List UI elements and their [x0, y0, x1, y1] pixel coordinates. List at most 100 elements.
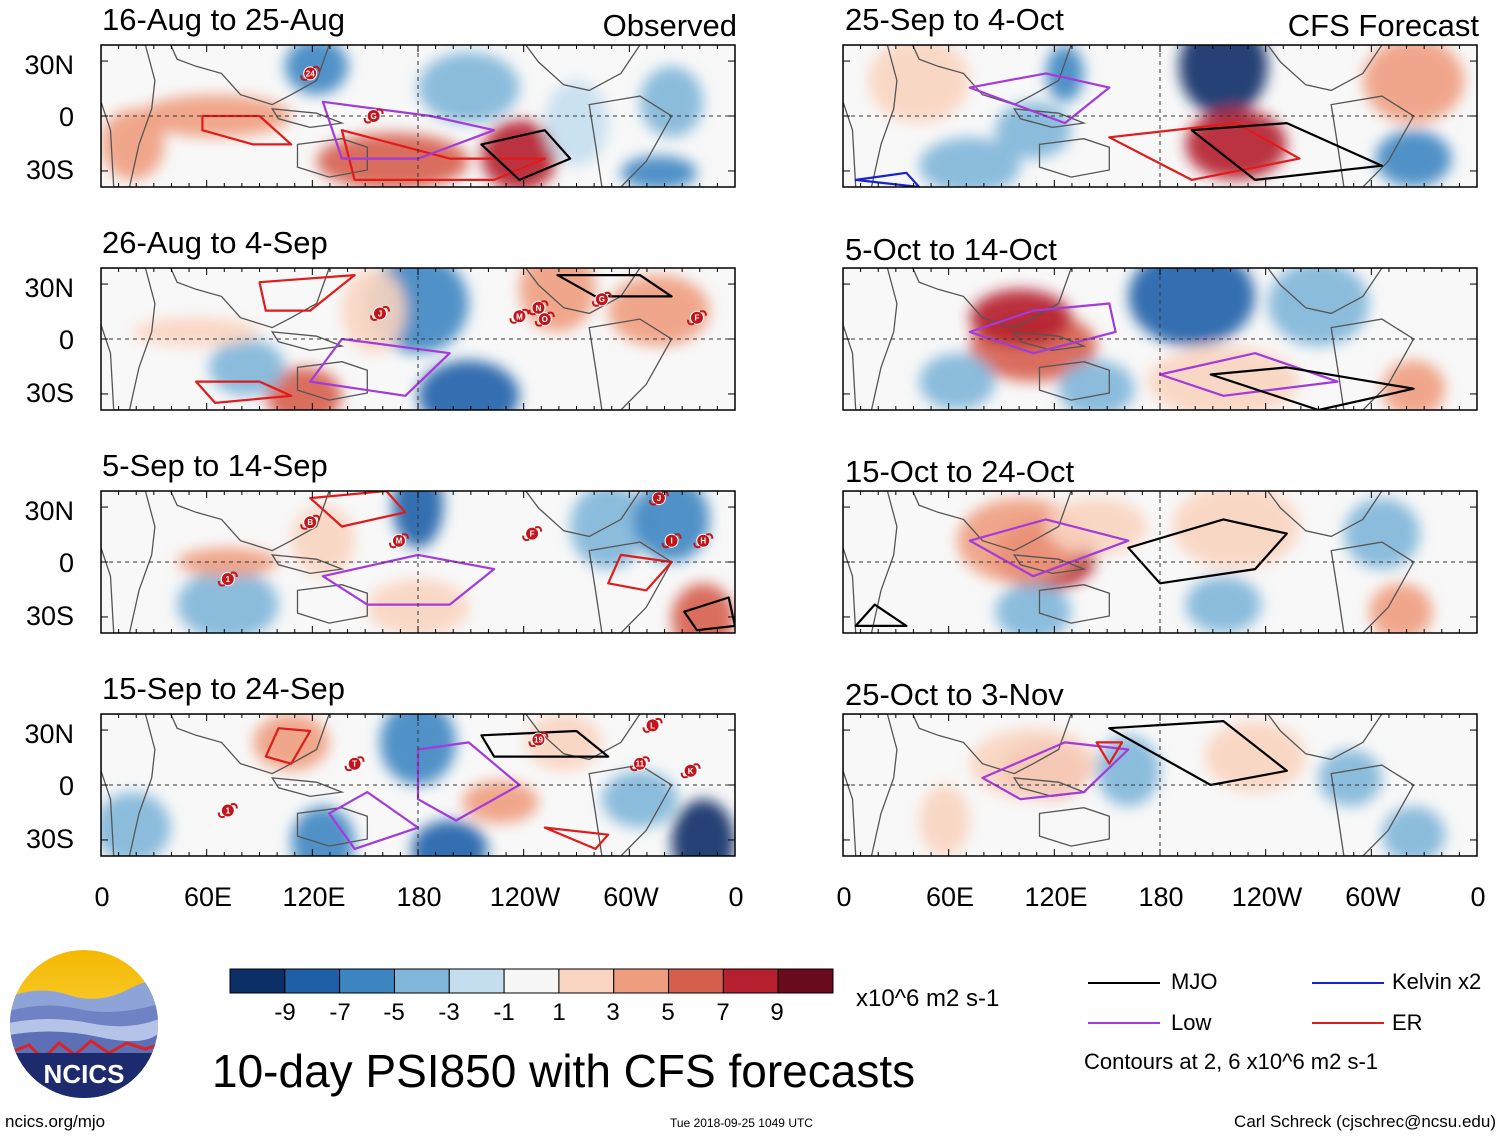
contour-line — [321, 553, 496, 606]
psi-anomaly-blob — [481, 120, 558, 187]
storm-label: 1 — [226, 575, 231, 584]
psi-anomaly-blob — [544, 80, 609, 166]
psi-anomaly-blob — [418, 360, 520, 410]
coastline — [169, 714, 330, 775]
colorbar-label: -7 — [329, 999, 351, 1026]
lon-label-60w: 60W — [1345, 882, 1401, 912]
panel-title-forecast-4: 25-Oct to 3-Nov — [845, 677, 1064, 712]
coastline — [1038, 138, 1110, 178]
forecast-panel-2 — [842, 267, 1478, 411]
lon-label-0: 0 — [728, 882, 744, 912]
psi-anomaly-blob — [1185, 576, 1262, 633]
storm-label: L — [650, 721, 655, 730]
storm-marker: J — [648, 491, 669, 506]
contour-line — [264, 727, 312, 765]
storm-label: I — [670, 537, 672, 546]
contour-line — [195, 380, 293, 404]
coastline — [169, 45, 330, 106]
coastline — [911, 491, 1072, 552]
storm-label: F — [530, 530, 535, 539]
coastline — [911, 45, 1072, 106]
storm-marker: O — [534, 311, 555, 327]
psi-anomaly-blob — [1362, 45, 1465, 124]
colorbar-label: -3 — [438, 999, 460, 1026]
storm-marker: 19 — [528, 732, 549, 748]
logo-text: NCICS — [44, 1059, 125, 1089]
panel-title-observed-3: 5-Sep to 14-Sep — [102, 448, 328, 483]
colorbar-swatch — [393, 968, 450, 994]
storm-label: N — [536, 304, 542, 313]
contour-line — [1190, 121, 1384, 181]
colorbar-swatch — [668, 968, 724, 994]
storm-marker: 1 — [217, 803, 238, 819]
storm-marker: 11 — [629, 756, 650, 772]
colorbar — [229, 968, 834, 994]
psi-anomaly-blob — [919, 137, 1021, 187]
lon-label-60e: 60E — [183, 882, 233, 912]
storm-marker: M — [388, 533, 409, 549]
legend-label-kelvin: Kelvin x2 — [1392, 969, 1482, 994]
psi-anomaly-blob — [671, 583, 735, 633]
lat-label-30s: 30S — [25, 601, 74, 631]
psi-anomaly-blob — [253, 714, 330, 771]
colorbar-swatch — [777, 968, 834, 994]
coastline — [296, 807, 368, 847]
forecast-panel-3 — [842, 490, 1478, 634]
psi-anomaly-blob — [1375, 130, 1452, 187]
lat-label-eq: 0 — [58, 548, 74, 578]
contour-line — [1108, 121, 1301, 181]
observed-panel-3: B M 1 F J I H — [100, 490, 736, 634]
storm-marker: 24 — [300, 65, 321, 81]
coastline — [524, 45, 641, 92]
colorbar-swatch — [229, 968, 286, 994]
storm-marker: K — [680, 763, 701, 779]
psi-anomaly-blob — [316, 133, 469, 187]
site-link[interactable]: ncics.org/mjo — [5, 1112, 106, 1131]
observed-panel-2: J M NO G F — [100, 267, 736, 411]
contour-line — [543, 826, 610, 851]
coastline — [1330, 764, 1415, 856]
colorbar-label: 5 — [661, 999, 675, 1026]
lat-label-30n: 30N — [24, 496, 74, 526]
panel-title-forecast-1: 25-Sep to 4-Oct — [845, 2, 1064, 37]
contour-line — [309, 337, 451, 397]
contour-line — [258, 274, 356, 312]
lat-label-30n: 30N — [24, 719, 74, 749]
psi-anomaly-blob — [1343, 498, 1420, 570]
coastline — [270, 331, 345, 352]
contour-line — [556, 274, 673, 298]
storm-label: 11 — [636, 760, 645, 769]
observed-panel-1: 24 G — [100, 44, 736, 188]
psi-anomaly-blob — [1045, 498, 1148, 555]
lat-label-eq: 0 — [58, 325, 74, 355]
forecast-panel-1 — [842, 44, 1478, 188]
coastline — [524, 491, 641, 538]
storm-label: T — [352, 760, 357, 769]
lon-label-180: 180 — [1138, 882, 1184, 912]
psi-anomaly-blob — [639, 66, 704, 138]
contour-line — [1095, 741, 1124, 765]
coastline — [588, 541, 673, 633]
psi-anomaly-blob — [291, 806, 355, 856]
colorbar-label: 3 — [606, 999, 620, 1026]
coastline — [296, 361, 368, 401]
psi-anomaly-blob — [1381, 806, 1446, 856]
psi-anomaly-blob — [291, 505, 355, 577]
storm-label: G — [599, 295, 605, 304]
panel-title-observed-4: 15-Sep to 24-Sep — [102, 671, 346, 706]
storm-marker: M — [509, 308, 530, 324]
storm-marker: T — [344, 756, 365, 772]
timestamp: Tue 2018-09-25 1049 UTC — [670, 1116, 813, 1130]
storm-label: 24 — [306, 69, 315, 78]
colorbar-label: -1 — [493, 999, 515, 1026]
psi-anomaly-blob — [1045, 45, 1084, 102]
psi-anomaly-blob — [868, 45, 970, 124]
colorbar-swatch — [558, 968, 615, 994]
coastline — [1266, 45, 1383, 92]
psi-anomaly-blob — [284, 45, 349, 95]
colorbar-label: -5 — [383, 999, 405, 1026]
legend-label-er: ER — [1392, 1010, 1423, 1035]
coastline — [1330, 541, 1415, 633]
lon-label-120e: 120E — [1024, 882, 1088, 912]
contour-line — [1127, 518, 1288, 585]
